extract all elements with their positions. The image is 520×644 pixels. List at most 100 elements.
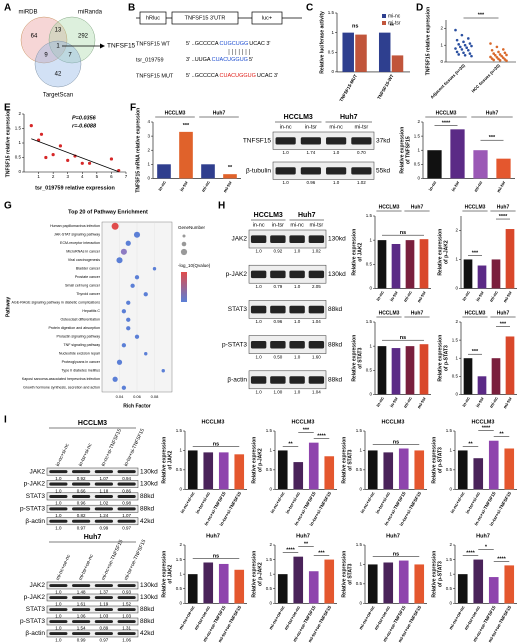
band bbox=[94, 620, 113, 624]
signif-label: **** bbox=[499, 214, 508, 220]
quant-label: 0.97 bbox=[99, 638, 108, 643]
x-axis-label: Rich Factor bbox=[123, 403, 151, 409]
x-tick-label: mi-tsr bbox=[502, 396, 513, 410]
band bbox=[94, 507, 113, 511]
signif-label: ns bbox=[213, 553, 219, 559]
venn-count: 7 bbox=[68, 53, 72, 59]
y-tick-label: 0.5 bbox=[356, 581, 363, 586]
dot bbox=[125, 240, 131, 246]
signif-label: **** bbox=[286, 548, 295, 554]
x-tick-label: 1 bbox=[37, 174, 40, 179]
chart-title: Huh7 bbox=[386, 533, 400, 539]
signif-label: **** bbox=[482, 426, 491, 432]
dot bbox=[463, 53, 467, 57]
band bbox=[117, 632, 136, 636]
x-tick-label: mi-tsr bbox=[496, 180, 507, 194]
point bbox=[29, 124, 33, 128]
bar bbox=[491, 259, 501, 289]
y-tick-label: 1 bbox=[449, 448, 452, 453]
protein-label: p-STAT3 bbox=[20, 506, 45, 513]
x-tick-label: in-tsr bbox=[389, 396, 399, 408]
bar bbox=[308, 442, 319, 490]
legend-dot bbox=[182, 234, 186, 238]
bar bbox=[505, 229, 515, 289]
size-label: 130kd bbox=[140, 594, 158, 601]
y-tick-label: 0 bbox=[147, 176, 150, 181]
x-tick-label: 3 bbox=[66, 174, 69, 179]
group-label: HCCLM3 bbox=[465, 310, 486, 316]
dot bbox=[121, 385, 127, 390]
band bbox=[250, 376, 267, 384]
y-tick-label: Small cell lung cancer bbox=[65, 284, 101, 288]
band bbox=[94, 494, 113, 498]
quant-label: 0.97 bbox=[122, 525, 131, 530]
group-label: Huh7 bbox=[411, 310, 424, 316]
band bbox=[94, 596, 113, 600]
group-label: HCCLM3 bbox=[465, 204, 486, 210]
quant-label: 1.0 bbox=[294, 354, 301, 359]
sequence: 5' ..GCCCCACUGCUGGUCAC 3' bbox=[186, 41, 271, 47]
lane-label: in-tsr bbox=[305, 124, 317, 130]
signif-label: *** bbox=[478, 12, 485, 18]
y-axis-label: Relative expression bbox=[161, 551, 167, 598]
y-tick-label: Prolactin signaling pathway bbox=[56, 335, 100, 339]
bar bbox=[383, 452, 394, 490]
protein-label: JAK2 bbox=[29, 468, 45, 475]
band bbox=[94, 608, 113, 612]
protein-label: STAT3 bbox=[26, 606, 46, 613]
y-tick-label: 1.5 bbox=[356, 428, 363, 433]
y-tick-label: 1 bbox=[417, 147, 420, 152]
band bbox=[72, 620, 91, 624]
y-tick-label: 2 bbox=[179, 542, 182, 547]
x-tick-label: in-tsr bbox=[450, 180, 460, 192]
y-tick-label: 1 bbox=[369, 343, 372, 348]
protein-label: JAK2 bbox=[29, 582, 45, 589]
x-tick-label: in-nc bbox=[461, 290, 471, 302]
y-tick-label: 0 bbox=[455, 286, 458, 291]
dot bbox=[502, 48, 505, 51]
band bbox=[49, 596, 68, 600]
group-label: Huh7 bbox=[486, 110, 499, 116]
signif-label: *** bbox=[472, 250, 479, 256]
y-tick-label: 0 bbox=[269, 600, 272, 605]
band bbox=[275, 137, 296, 145]
quant-label: 1.0 bbox=[282, 150, 289, 155]
signif-label: ** bbox=[288, 441, 293, 447]
dot bbox=[459, 45, 462, 49]
dot bbox=[455, 50, 459, 54]
bar bbox=[414, 564, 425, 604]
quant-label: 0.97 bbox=[77, 525, 86, 530]
y-tick-label: 1.5 bbox=[446, 557, 453, 562]
quant-label: 1.0 bbox=[255, 389, 262, 394]
size-label: 88kd bbox=[140, 493, 154, 500]
size-label: 88kd bbox=[328, 377, 342, 384]
quant-label: 0.50 bbox=[273, 354, 282, 359]
quant-label: 1.06 bbox=[77, 614, 86, 619]
y-tick-label: 1.5 bbox=[366, 213, 373, 218]
quant-label: 1.74 bbox=[306, 150, 315, 155]
size-label: 130kd bbox=[140, 582, 158, 589]
y-axis-label: Relative luciferase activity bbox=[319, 11, 325, 74]
bar bbox=[377, 346, 387, 395]
signif-label: ** bbox=[499, 432, 504, 438]
band bbox=[351, 137, 372, 145]
band bbox=[49, 519, 68, 523]
y-tick-label: 2 bbox=[18, 111, 21, 116]
bar bbox=[308, 571, 319, 604]
band bbox=[308, 305, 325, 314]
color-bar bbox=[181, 272, 187, 302]
blot-frame bbox=[46, 581, 139, 590]
panel-label: F bbox=[130, 103, 136, 114]
x-tick-label: mi-tsr bbox=[416, 396, 427, 410]
quant-label: 1.04 bbox=[312, 319, 321, 324]
dot bbox=[505, 59, 508, 62]
signif-label: **** bbox=[466, 551, 475, 557]
dot bbox=[126, 317, 131, 322]
y-tick-label: 1.5 bbox=[366, 319, 373, 324]
y-tick-label: 1 bbox=[449, 571, 452, 576]
y-tick-label: 0.5 bbox=[176, 586, 183, 591]
y-axis-label: of p-JAK2 bbox=[257, 562, 263, 586]
bar bbox=[419, 344, 429, 395]
bar bbox=[367, 450, 378, 490]
